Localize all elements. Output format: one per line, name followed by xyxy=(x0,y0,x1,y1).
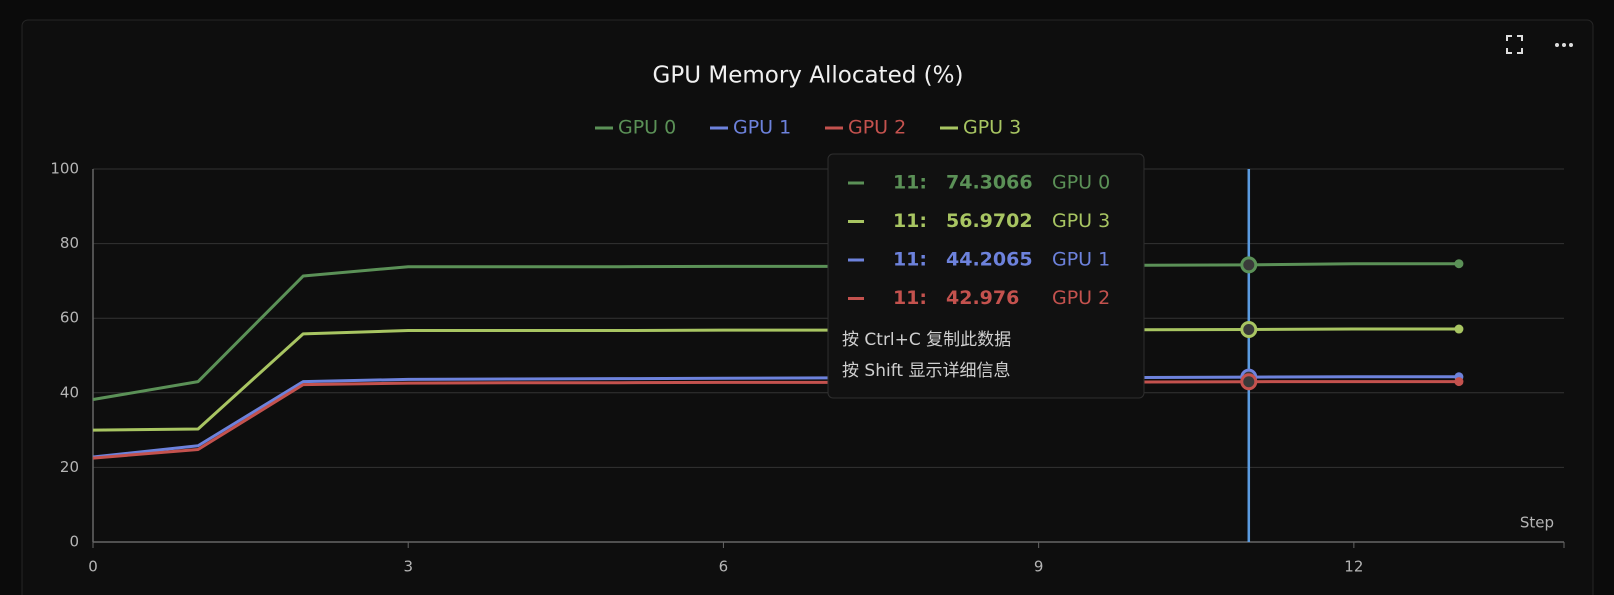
hover-point xyxy=(1240,256,1258,274)
legend-label: GPU 3 xyxy=(963,117,1021,139)
y-tick-label: 20 xyxy=(60,458,79,476)
legend-label: GPU 0 xyxy=(618,117,676,139)
x-tick-label: 9 xyxy=(1034,558,1044,576)
series-line xyxy=(92,262,1459,401)
x-tick-label: 12 xyxy=(1344,558,1363,576)
fullscreen-button[interactable] xyxy=(1506,35,1523,54)
tooltip-series: GPU 3 xyxy=(1052,210,1110,232)
y-tick-label: 100 xyxy=(50,160,79,178)
tooltip: 11: 74.3066 GPU 0 11: 56.9702 GPU 3 11: 44.2065… xyxy=(827,153,1145,399)
tooltip-step: 11: xyxy=(893,249,927,271)
x-tick-label: 0 xyxy=(88,558,98,576)
more-button[interactable] xyxy=(1555,43,1573,47)
y-tick-label: 80 xyxy=(60,234,79,252)
tooltip-step: 11: xyxy=(893,210,927,232)
y-tick-label: 0 xyxy=(69,533,79,551)
tooltip-series: GPU 1 xyxy=(1052,249,1110,271)
y-tick-label: 60 xyxy=(60,309,79,327)
tooltip-value: 42.976 xyxy=(946,287,1019,309)
x-axis-label: Step xyxy=(1520,514,1554,532)
end-point xyxy=(1454,259,1464,269)
tooltip-value: 56.9702 xyxy=(946,210,1033,232)
tooltip-hint: 按 Shift 显示详细信息 xyxy=(842,361,1010,381)
hover-point xyxy=(1240,321,1258,339)
panel-card xyxy=(21,19,1594,595)
tooltip-step: 11: xyxy=(893,172,927,194)
tooltip-series: GPU 0 xyxy=(1052,172,1110,194)
tooltip-value: 44.2065 xyxy=(946,249,1033,271)
tooltip-box xyxy=(827,153,1145,399)
tooltip-step: 11: xyxy=(893,287,927,309)
end-point xyxy=(1454,324,1464,334)
chart-title: GPU Memory Allocated (%) xyxy=(653,63,964,89)
x-tick-label: 6 xyxy=(719,558,729,576)
end-point xyxy=(1454,377,1464,387)
tooltip-value: 74.3066 xyxy=(946,172,1033,194)
series-line xyxy=(92,380,1459,460)
series-line xyxy=(92,375,1459,459)
tooltip-hint: 按 Ctrl+C 复制此数据 xyxy=(842,330,1011,350)
hover-point xyxy=(1240,373,1258,391)
legend-label: GPU 2 xyxy=(848,117,906,139)
tooltip-series: GPU 2 xyxy=(1052,287,1110,309)
series-line xyxy=(92,327,1459,432)
x-tick-label: 3 xyxy=(403,558,413,576)
legend-label: GPU 1 xyxy=(733,117,791,139)
y-tick-label: 40 xyxy=(60,383,79,401)
